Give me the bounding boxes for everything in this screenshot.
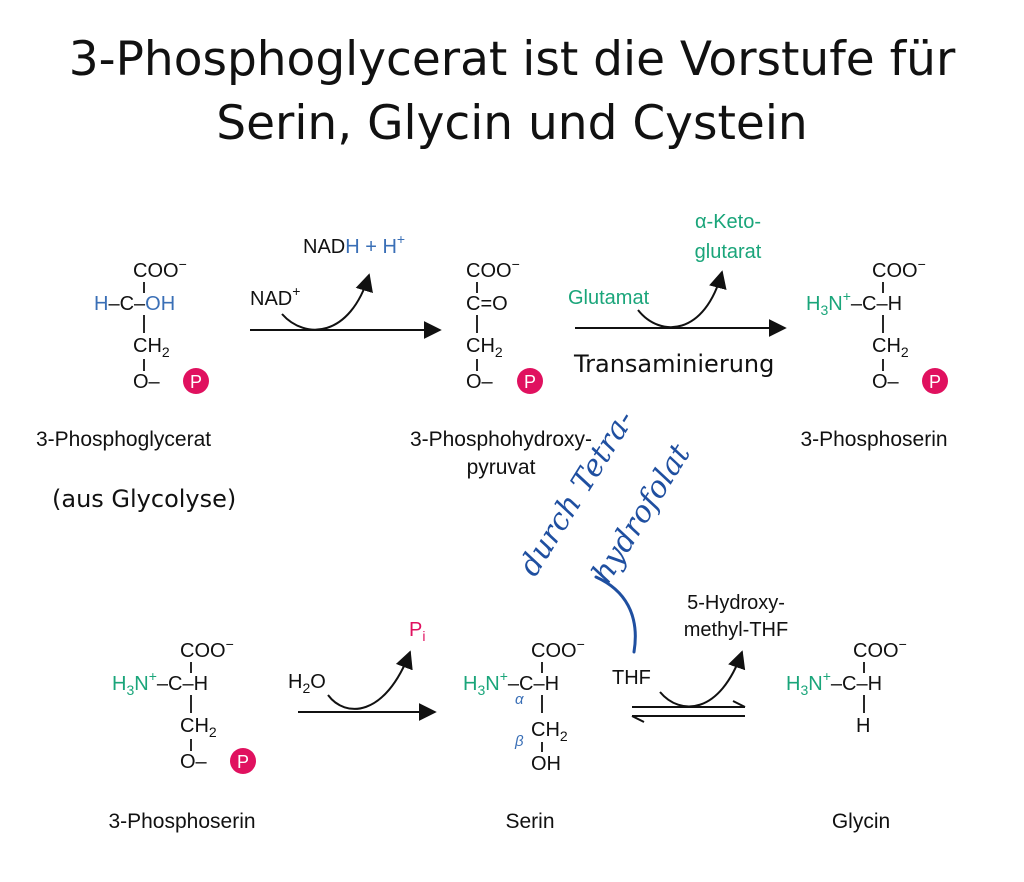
phosphate-icon bbox=[183, 368, 209, 394]
molecule-glycin: COO− H3N+–C–H H Glycin bbox=[786, 636, 907, 833]
phosphate-label: P bbox=[524, 372, 536, 392]
keto-group: C=O bbox=[466, 293, 508, 315]
hydroxymethyl-thf-line-1: 5-Hydroxy- bbox=[687, 592, 785, 614]
cofactor-arrow bbox=[281, 273, 373, 331]
c2-row: H–C–OH bbox=[94, 293, 175, 315]
carboxylate-label: COO− bbox=[133, 256, 187, 282]
ch2-label: CH2 bbox=[180, 715, 217, 740]
annotation-pointer-line bbox=[594, 575, 637, 654]
hydroxymethyl-thf-line-2: methyl-THF bbox=[684, 619, 788, 641]
phosphate-label: P bbox=[190, 372, 202, 392]
molecule-name-line-1: 3-Phosphohydroxy- bbox=[410, 428, 592, 451]
source-note: (aus Glycolyse) bbox=[52, 485, 236, 513]
molecule-3-phosphoglycerat: COO− H–C–OH CH2 O– P 3-Phosphoglycerat (… bbox=[36, 256, 236, 513]
thf-label: THF bbox=[612, 667, 651, 689]
phosphate-product-label: Pi bbox=[409, 619, 425, 644]
ch2-label: CH2 bbox=[133, 335, 170, 360]
molecule-name: Glycin bbox=[832, 810, 890, 833]
water-label: H2O bbox=[288, 671, 326, 696]
molecule-name-line-2: pyruvat bbox=[467, 456, 536, 479]
ch2-label: CH2 bbox=[466, 335, 503, 360]
ester-oxygen: O– bbox=[180, 751, 208, 773]
beta-label: β bbox=[514, 733, 524, 750]
cofactor-arrow bbox=[327, 650, 413, 710]
carboxylate-label: COO− bbox=[853, 636, 907, 662]
reverse-arrowhead bbox=[631, 715, 645, 723]
molecule-name: Serin bbox=[505, 810, 554, 833]
molecule-name: 3-Phosphoserin bbox=[108, 810, 255, 833]
nadh-label: NADH + H+ bbox=[303, 231, 405, 258]
ketoglutarat-line-2: glutarat bbox=[695, 241, 762, 263]
phosphate-label: P bbox=[237, 752, 249, 772]
ester-oxygen: O– bbox=[133, 371, 161, 393]
cofactor-arrow bbox=[637, 270, 727, 329]
forward-arrowhead bbox=[732, 700, 746, 708]
nad-label: NAD+ bbox=[250, 283, 300, 310]
alpha-carbon-row: H3N+–C–H bbox=[112, 668, 208, 698]
alpha-carbon-row: H3N+–C–H bbox=[463, 668, 559, 698]
carboxylate-label: COO− bbox=[872, 256, 926, 282]
alpha-label: α bbox=[515, 691, 524, 708]
reaction-4-hydroxymethyl-transfer: THF 5-Hydroxy- methyl-THF bbox=[612, 592, 788, 723]
reaction-1-oxidation: NAD+ NADH + H+ bbox=[250, 231, 442, 339]
title-line-2: Serin, Glycin und Cystein bbox=[216, 96, 808, 151]
phosphate-icon bbox=[517, 368, 543, 394]
slide-title: 3-Phosphoglycerat ist die Vorstufe für S… bbox=[0, 28, 1024, 156]
ester-oxygen: O– bbox=[466, 371, 494, 393]
hydrogen-label: H bbox=[856, 715, 870, 737]
cofactor-arrow bbox=[659, 650, 746, 708]
molecule-name: 3-Phosphoglycerat bbox=[36, 428, 211, 451]
phosphate-icon bbox=[230, 748, 256, 774]
carboxylate-label: COO− bbox=[531, 636, 585, 662]
reaction-3-dephosphorylation: H2O Pi bbox=[288, 619, 437, 721]
ch2-label: CH2 bbox=[872, 335, 909, 360]
molecule-3-phosphoserin-top: COO− H3N+–C–H CH2 O– P 3-Phosphoserin bbox=[800, 256, 948, 451]
carboxylate-label: COO− bbox=[466, 256, 520, 282]
ketoglutarat-line-1: α-Keto- bbox=[695, 211, 761, 233]
title-line-1: 3-Phosphoglycerat ist die Vorstufe für bbox=[68, 32, 956, 87]
molecule-serin: COO− H3N+–C–H α β CH2 OH Serin bbox=[463, 636, 585, 833]
ch2-label: CH2 bbox=[531, 719, 568, 744]
glutamat-label: Glutamat bbox=[568, 287, 650, 309]
reaction-2-transamination: Glutamat α-Keto- glutarat Transaminierun… bbox=[568, 211, 787, 378]
ester-oxygen: O– bbox=[872, 371, 900, 393]
carboxylate-label: COO− bbox=[180, 636, 234, 662]
phosphate-label: P bbox=[929, 372, 941, 392]
alpha-carbon-row: H3N+–C–H bbox=[806, 288, 902, 318]
hydroxyl-label: OH bbox=[531, 753, 561, 775]
transamination-label: Transaminierung bbox=[573, 350, 774, 378]
phosphate-icon bbox=[922, 368, 948, 394]
molecule-name: 3-Phosphoserin bbox=[800, 428, 947, 451]
alpha-carbon-row: H3N+–C–H bbox=[786, 668, 882, 698]
molecule-3-phosphoserin-bottom: COO− H3N+–C–H CH2 O– P 3-Phosphoserin bbox=[108, 636, 256, 833]
molecule-3-phosphohydroxypyruvat: COO− C=O CH2 O– P 3-Phosphohydroxy- pyru… bbox=[410, 256, 592, 479]
